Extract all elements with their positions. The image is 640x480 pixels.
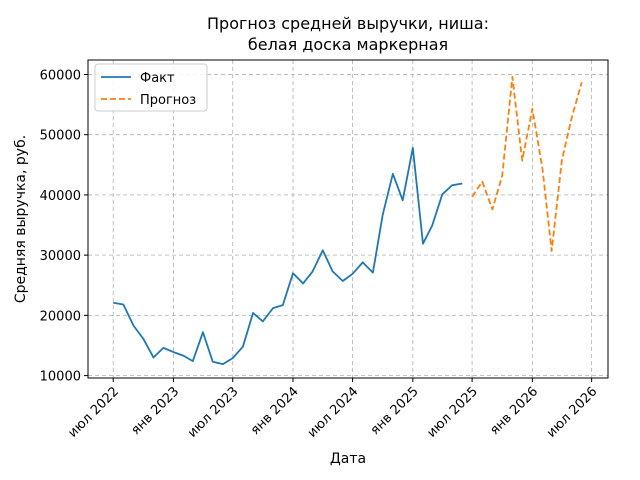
data-point [351, 273, 353, 275]
data-point [262, 320, 264, 322]
data-point [152, 356, 154, 358]
data-point [412, 147, 414, 149]
y-tick-label: 30000 [40, 249, 81, 264]
data-point [541, 168, 543, 170]
data-point [132, 324, 134, 326]
y-tick-label: 60000 [40, 68, 81, 83]
series-line-forecast [471, 75, 583, 252]
data-point [272, 307, 274, 309]
data-point [331, 270, 333, 272]
data-point [461, 182, 463, 184]
data-point [431, 224, 433, 226]
data-point [422, 242, 424, 244]
data-point [382, 214, 384, 216]
chart-title-line1: Прогноз средней выручки, ниша: [207, 14, 489, 33]
data-point [561, 159, 563, 161]
data-point [212, 361, 214, 363]
data-point [162, 347, 164, 349]
chart-title-line2: белая доска маркерная [248, 35, 448, 54]
y-tick-label: 20000 [40, 309, 81, 324]
data-point [362, 261, 364, 263]
y-tick-label: 40000 [40, 189, 81, 204]
data-point [392, 173, 394, 175]
legend-label-fact: Факт [140, 71, 175, 86]
data-point [311, 270, 313, 272]
data-point [202, 331, 204, 333]
x-axis-label: Дата [330, 451, 366, 467]
data-point [282, 304, 284, 306]
data-point [122, 303, 124, 305]
y-tick-label: 50000 [40, 129, 81, 144]
data-point [252, 312, 254, 314]
data-point [322, 249, 324, 251]
data-point [441, 193, 443, 195]
data-point [112, 302, 114, 304]
data-point [491, 208, 493, 210]
data-point [501, 174, 503, 176]
data-point [182, 355, 184, 357]
y-tick-label: 10000 [40, 370, 81, 385]
data-point [471, 196, 473, 198]
data-point [192, 360, 194, 362]
data-point [222, 363, 224, 365]
data-point [511, 76, 513, 78]
data-point [451, 184, 453, 186]
data-point [521, 159, 523, 161]
data-point [232, 357, 234, 359]
plot-frame [87, 59, 609, 379]
data-point [401, 199, 403, 201]
y-axis: 10000 20000 30000 40000 50000 60000 [40, 68, 88, 385]
data-point [581, 81, 583, 83]
legend-label-forecast: Прогноз [140, 93, 196, 108]
series-line-fact [113, 147, 463, 366]
legend: Факт Прогноз [94, 63, 208, 112]
data-point [242, 345, 244, 347]
data-point [142, 338, 144, 340]
data-point [302, 282, 304, 284]
data-point [531, 108, 533, 110]
data-point [372, 271, 374, 273]
data-point [172, 351, 174, 353]
series-group [112, 75, 583, 366]
data-point [550, 250, 552, 252]
data-point [570, 117, 572, 119]
data-point [481, 180, 483, 182]
data-point [342, 280, 344, 282]
data-point [292, 272, 294, 274]
y-axis-label: Средняя выручка, руб. [13, 135, 29, 303]
